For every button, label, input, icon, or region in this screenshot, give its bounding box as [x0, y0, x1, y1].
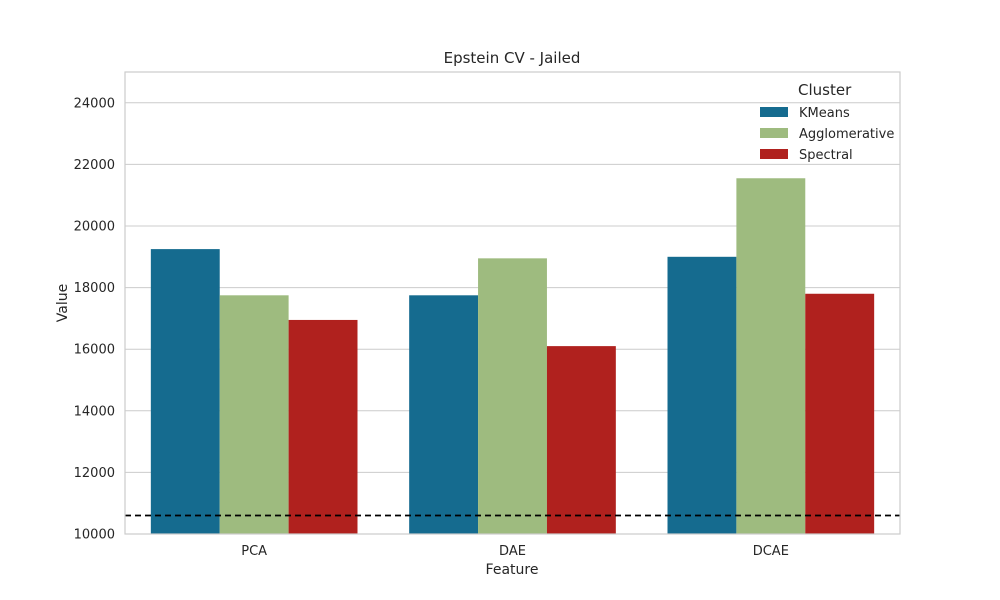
- bar-kmeans-dae: [409, 295, 479, 534]
- legend-swatch: [760, 149, 788, 159]
- y-tick-label: 20000: [74, 220, 115, 235]
- bar-kmeans-pca: [150, 249, 220, 534]
- y-tick-label: 16000: [74, 343, 115, 358]
- bar-spectral-pca: [288, 319, 358, 534]
- y-axis-ticks: 10000 12000 14000 16000 18000 20000 22000 24000: [74, 96, 115, 542]
- bar-agglomerative-dae: [478, 258, 547, 534]
- y-axis-label: Value: [55, 284, 71, 322]
- legend: Cluster KMeans Agglomerative Spectral: [760, 81, 894, 163]
- bar-spectral-dcae: [805, 293, 875, 534]
- bars: [150, 178, 875, 534]
- legend-label: Agglomerative: [799, 127, 894, 142]
- x-tick-label: PCA: [241, 544, 267, 559]
- x-tick-label: DCAE: [753, 544, 789, 559]
- bar-agglomerative-pca: [219, 295, 289, 534]
- legend-label: Spectral: [799, 148, 853, 163]
- legend-label: KMeans: [799, 106, 850, 121]
- x-axis-label: Feature: [486, 562, 539, 578]
- y-tick-label: 10000: [74, 528, 115, 543]
- bar-kmeans-dcae: [667, 256, 737, 534]
- y-tick-label: 18000: [74, 281, 115, 296]
- legend-title: Cluster: [798, 81, 852, 99]
- legend-swatch: [760, 128, 788, 138]
- x-axis-ticks: PCA DAE DCAE: [241, 544, 789, 559]
- y-tick-label: 22000: [74, 158, 115, 173]
- y-tick-label: 14000: [74, 404, 115, 419]
- bar-agglomerative-dcae: [736, 178, 806, 534]
- y-tick-label: 12000: [74, 466, 115, 481]
- x-tick-label: DAE: [499, 544, 526, 559]
- chart-title: Epstein CV - Jailed: [444, 49, 581, 67]
- legend-swatch: [760, 107, 788, 117]
- bar-spectral-dae: [546, 346, 616, 534]
- plot-frame: [124, 71, 901, 535]
- y-tick-label: 24000: [74, 96, 115, 111]
